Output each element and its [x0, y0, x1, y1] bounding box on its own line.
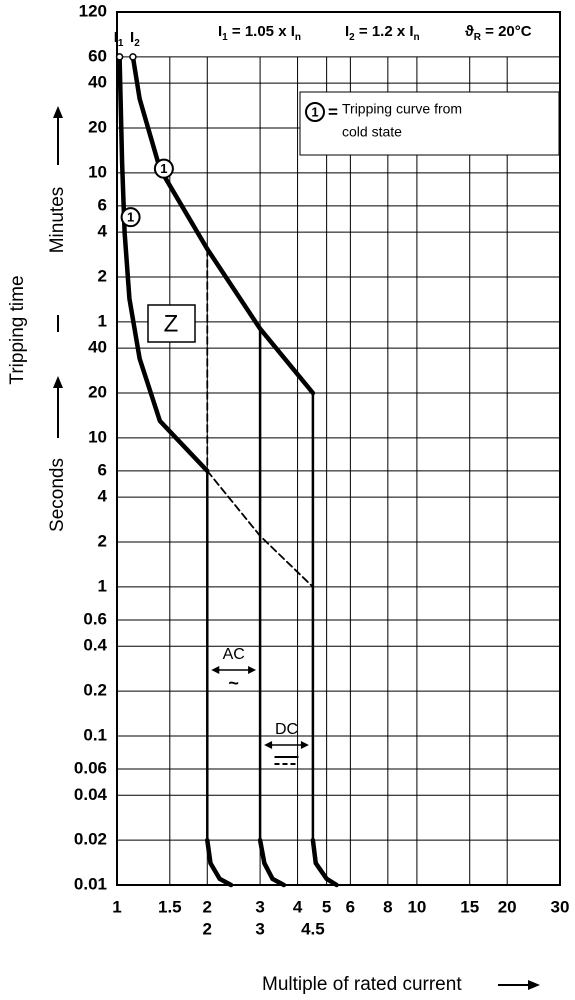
- y-tick-label: 2: [98, 532, 107, 551]
- note-text: Tripping curve from: [342, 101, 462, 117]
- x-secondary-tick-label: 2: [203, 919, 212, 938]
- tripping-curve: [257, 837, 287, 888]
- curve-start: [115, 53, 124, 61]
- text-part: I: [130, 29, 134, 46]
- x-tick-label: 1: [112, 897, 121, 916]
- subscript: 2: [349, 32, 355, 43]
- x-tick-label: 8: [383, 897, 392, 916]
- x-tick-label: 3: [255, 897, 264, 916]
- dc-label: DC: [275, 721, 298, 738]
- y-axis-label: Tripping time: [7, 275, 28, 384]
- text-part: I: [218, 23, 222, 40]
- subscript: n: [295, 32, 301, 43]
- curve-symbol: 1: [127, 210, 134, 225]
- x-tick-label: 5: [322, 897, 331, 916]
- text-part: = 20°C: [481, 23, 532, 40]
- note-box: [299, 91, 560, 156]
- tripping-curve: [310, 837, 339, 888]
- dashed-curve: [206, 470, 314, 588]
- minutes-arrow: [53, 106, 63, 165]
- header-formula: I1 = 1.05 x In: [218, 23, 301, 43]
- x-secondary-tick-label: 4.5: [301, 919, 325, 938]
- x-tick-label: 10: [407, 897, 426, 916]
- characteristic-box: [147, 304, 196, 343]
- y-tick-label: 10: [88, 427, 107, 446]
- y-tick-label: 0.01: [74, 874, 107, 893]
- curve-start: [129, 53, 137, 61]
- characteristic-label: Z: [164, 310, 179, 337]
- y-tick-label: 20: [88, 382, 107, 401]
- subscript: 2: [134, 38, 140, 49]
- text-part: I: [345, 23, 349, 40]
- curve-symbol-circle: [153, 158, 174, 179]
- tripping-curve: [205, 837, 234, 888]
- subscript: 1: [222, 32, 228, 43]
- header-formula: ϑR = 20°C: [465, 23, 532, 43]
- curve-tag: I1: [114, 29, 124, 49]
- ac-label: AC: [223, 646, 245, 663]
- y-tick-label: 0.04: [74, 785, 108, 804]
- note-eq: =: [328, 102, 338, 121]
- curve-tag: I2: [130, 29, 140, 49]
- y-tick-label: 4: [98, 222, 108, 241]
- x-arrow: [498, 980, 540, 990]
- y-tick-label: 4: [98, 487, 108, 506]
- tripping-curve: [117, 54, 210, 474]
- x-secondary-tick-label: 3: [255, 919, 264, 938]
- y-tick-label: 0.06: [74, 759, 107, 778]
- seconds-label: Seconds: [47, 458, 68, 532]
- x-tick-label: 6: [346, 897, 355, 916]
- curve-symbol: 1: [160, 161, 167, 176]
- y-tick-label: 40: [88, 338, 107, 357]
- curve-symbol: 1: [311, 104, 318, 119]
- text-part: ϑ: [465, 23, 474, 40]
- x-tick-label: 15: [460, 897, 479, 916]
- curve-symbol-circle: [120, 207, 141, 228]
- y-tick-label: 40: [88, 73, 107, 92]
- x-tick-label: 2: [203, 897, 212, 916]
- x-tick-label: 30: [551, 897, 570, 916]
- ac-arrow-head: [248, 666, 257, 674]
- seconds-arrow: [53, 376, 63, 438]
- y-tick-label: 1: [98, 576, 107, 595]
- ac-arrow-head: [211, 666, 220, 674]
- y-tick-label: 6: [98, 195, 107, 214]
- tripping-curve: [130, 54, 316, 396]
- minutes-label: Minutes: [47, 187, 68, 254]
- x-tick-label: 4: [293, 897, 303, 916]
- y-tick-label: 60: [88, 46, 107, 65]
- x-axis-label: Multiple of rated current: [262, 974, 462, 995]
- header-formula: I2 = 1.2 x In: [345, 23, 420, 43]
- y-tick-label: 20: [88, 117, 107, 136]
- x-tick-label: 20: [498, 897, 517, 916]
- x-tick-label: 1.5: [158, 897, 182, 916]
- y-tick-label: 1: [98, 311, 107, 330]
- subscript: R: [474, 32, 482, 43]
- text-part: = 1.05 x I: [228, 23, 295, 40]
- y-tick-label: 2: [98, 267, 107, 286]
- text-part: = 1.2 x I: [355, 23, 414, 40]
- curve-symbol-circle: [305, 102, 325, 122]
- y-tick-label: 0.1: [83, 725, 107, 744]
- y-tick-label: 10: [88, 162, 107, 181]
- text-part: I: [114, 29, 118, 46]
- y-tick-label: 0.4: [83, 636, 107, 655]
- subscript: n: [414, 32, 420, 43]
- y-tick-label: 6: [98, 460, 107, 479]
- y-tick-label: 0.6: [83, 609, 107, 628]
- y-tick-label: 120: [79, 1, 107, 20]
- note-text: cold state: [342, 124, 402, 140]
- dc-arrow-head: [264, 741, 273, 749]
- subscript: 1: [118, 38, 124, 49]
- dc-arrow-head: [300, 741, 309, 749]
- ac-symbol: ~: [228, 673, 239, 693]
- y-tick-label: 0.2: [83, 681, 107, 700]
- y-tick-label: 0.02: [74, 830, 107, 849]
